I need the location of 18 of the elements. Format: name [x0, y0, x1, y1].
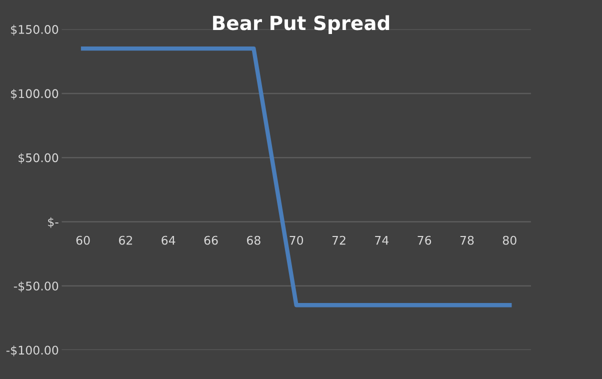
- chart-title: Bear Put Spread: [213, 15, 390, 34]
- x-tick-label: 76: [418, 236, 432, 245]
- x-tick-label: 72: [332, 236, 346, 245]
- x-tick-label: 62: [119, 236, 132, 245]
- y-tick-label: $-: [48, 217, 58, 228]
- x-tick-label: 66: [204, 236, 218, 245]
- x-tick-label: 60: [76, 236, 90, 245]
- y-tick-label: $100.00: [11, 88, 58, 100]
- x-tick-label: 78: [460, 236, 474, 245]
- x-tick-label: 80: [502, 236, 516, 245]
- y-tick-label: -$100.00: [6, 346, 58, 356]
- x-tick-label: 68: [246, 236, 260, 245]
- y-tick-label: $150.00: [11, 24, 58, 36]
- y-tick-label: -$50.00: [14, 281, 58, 292]
- x-tick-label: 70: [290, 236, 304, 245]
- y-tick-label: $50.00: [18, 153, 58, 164]
- x-tick-label: 74: [375, 236, 389, 245]
- x-tick-label: 64: [162, 236, 176, 245]
